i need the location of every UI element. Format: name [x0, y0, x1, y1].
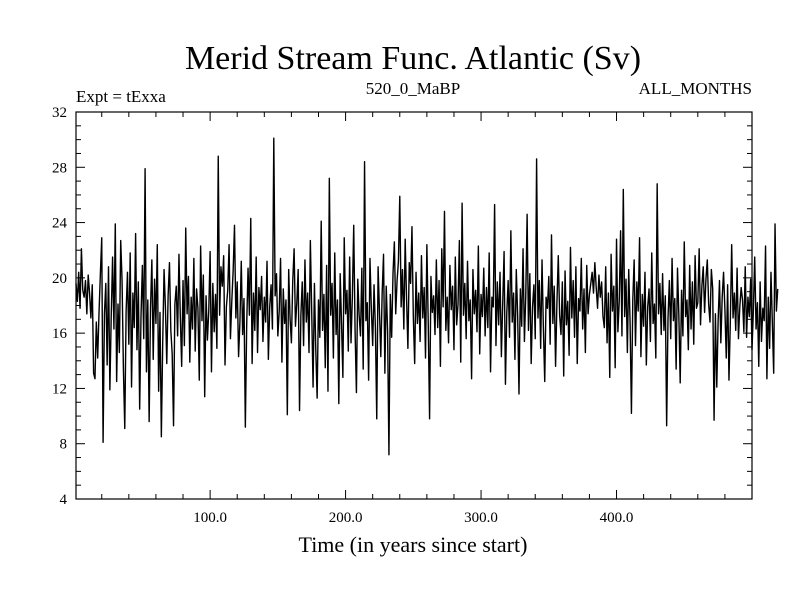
x-tick-label: 200.0	[329, 510, 363, 526]
period-label: 520_0_MaBP	[366, 79, 460, 98]
y-tick-label: 16	[52, 326, 68, 342]
y-tick-label: 32	[52, 105, 67, 121]
y-axis-ticks: 4 8 12 16 20 24 28 32	[52, 105, 752, 508]
expt-label: Expt = tExxa	[76, 87, 166, 106]
y-tick-label: 4	[60, 492, 68, 508]
x-tick-label: 300.0	[464, 510, 498, 526]
y-tick-label: 20	[52, 271, 67, 287]
x-axis-label: Time (in years since start)	[299, 532, 528, 557]
chart-title: Merid Stream Func. Atlantic (Sv)	[185, 40, 641, 77]
months-label: ALL_MONTHS	[639, 79, 752, 98]
x-tick-label: 100.0	[193, 510, 227, 526]
y-tick-label: 24	[52, 216, 68, 232]
y-tick-label: 12	[52, 381, 67, 397]
x-axis-ticks: 100.0 200.0 300.0 400.0	[101, 112, 726, 526]
y-tick-label: 28	[52, 160, 67, 176]
x-tick-label: 400.0	[600, 510, 634, 526]
y-tick-label: 8	[60, 437, 68, 453]
plot-frame	[75, 111, 753, 500]
series-line	[75, 137, 779, 456]
